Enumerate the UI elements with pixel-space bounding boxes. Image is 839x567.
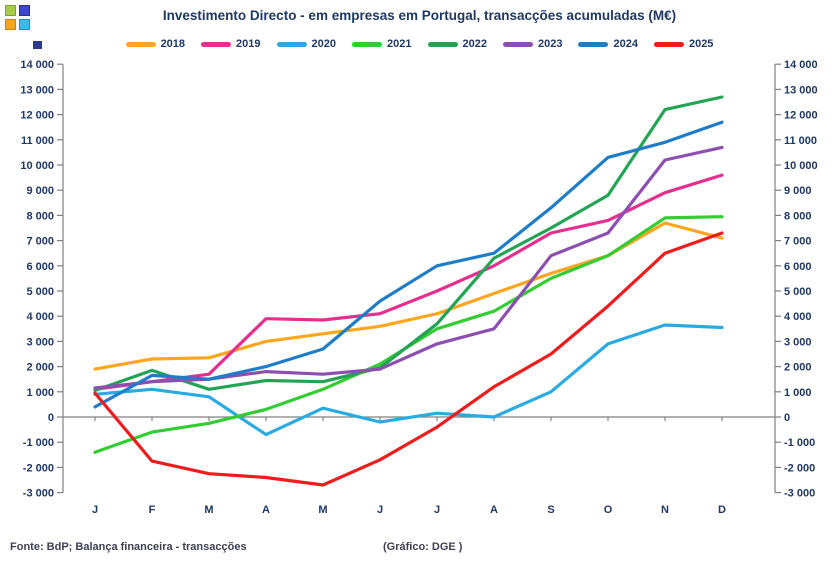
y-tick-label-right: -2 000 [784, 462, 815, 474]
y-tick-label-right: 9 000 [784, 185, 812, 197]
source-note: Fonte: BdP; Balança financeira - transac… [10, 541, 247, 553]
series-line-2022 [93, 95, 724, 393]
y-tick-label-right: 1 000 [784, 387, 812, 399]
y-tick-label-right: 11 000 [784, 135, 817, 147]
logo [5, 5, 31, 31]
y-tick-label-right: -3 000 [784, 488, 815, 500]
legend-swatch-2021 [352, 41, 383, 47]
legend-label-2023: 2023 [537, 38, 563, 50]
y-tick-label-right: 10 000 [784, 160, 818, 172]
credit-note: (Gráfico: DGE ) [383, 541, 463, 553]
legend-label-2018: 2018 [160, 38, 186, 50]
y-tick-label-right: 14 000 [784, 59, 818, 71]
y-tick-label-right: 4 000 [784, 311, 812, 323]
logo-square-top-right [19, 5, 30, 16]
legend-item-2025: 2025 [653, 38, 714, 50]
x-tick-label: J [434, 504, 440, 516]
legend-item-2024: 2024 [578, 38, 638, 50]
x-tick-label: M [318, 504, 327, 516]
y-tick-label-left: 2 000 [26, 362, 54, 374]
x-tick-label: N [661, 504, 669, 516]
y-tick-label-left: 6 000 [26, 261, 54, 273]
legend-item-2018: 2018 [125, 38, 186, 50]
legend-swatch-2024 [578, 41, 609, 47]
small-blue-square [33, 41, 42, 49]
y-tick-label-right: 13 000 [784, 84, 818, 96]
x-tick-label: D [718, 504, 726, 516]
legend-item-2022: 2022 [427, 38, 487, 50]
y-tick-label-left: 12 000 [20, 110, 54, 122]
legend-item-2021: 2021 [352, 38, 412, 50]
chart-title: Investimento Directo - em empresas em Po… [162, 8, 677, 23]
series-line-2020 [93, 323, 724, 437]
legend-swatch-2023 [502, 41, 533, 47]
series-line-2025 [93, 231, 724, 487]
y-tick-label-left: 14 000 [20, 59, 54, 71]
y-tick-label-right: 6 000 [784, 261, 812, 273]
legend-label-2020: 2020 [311, 38, 337, 50]
legend-label-2024: 2024 [613, 38, 638, 50]
y-tick-label-right: 3 000 [784, 336, 812, 348]
series-line-2023 [93, 145, 724, 390]
y-tick-label-right: -1 000 [784, 437, 815, 449]
x-tick-label: J [377, 504, 383, 516]
legend-label-2021: 2021 [387, 38, 412, 50]
x-tick-label: M [204, 504, 213, 516]
legend-label-2022: 2022 [462, 38, 487, 50]
legend-item-2019: 2019 [201, 38, 261, 50]
y-tick-label-left: -3 000 [23, 488, 54, 500]
x-tick-label: O [604, 504, 613, 516]
legend-label-2019: 2019 [236, 38, 261, 50]
y-tick-label-right: 12 000 [784, 110, 818, 122]
y-tick-label-right: 2 000 [784, 362, 812, 374]
legend-swatch-2020 [276, 41, 307, 47]
y-tick-label-right: 8 000 [784, 210, 812, 222]
y-tick-label-left: 8 000 [26, 210, 54, 222]
y-tick-label-left: 3 000 [26, 336, 54, 348]
logo-square-bottom-right [19, 19, 30, 30]
x-tick-label: S [547, 504, 554, 516]
legend-item-2020: 2020 [276, 38, 337, 50]
x-tick-label: A [262, 504, 270, 516]
series-line-2024 [93, 120, 724, 409]
y-tick-label-left: 13 000 [20, 84, 54, 96]
y-tick-label-right: 7 000 [784, 236, 812, 248]
y-tick-label-left: 0 [48, 412, 54, 424]
y-tick-label-left: 4 000 [26, 311, 54, 323]
legend-swatch-2018 [125, 41, 156, 47]
legend-swatch-2022 [427, 41, 458, 47]
x-tick-label: J [92, 504, 98, 516]
y-tick-label-right: 5 000 [784, 286, 812, 298]
y-tick-label-left: 1 000 [26, 387, 54, 399]
x-tick-label: F [149, 504, 156, 516]
y-tick-label-left: -2 000 [23, 462, 54, 474]
y-tick-label-left: 5 000 [26, 286, 54, 298]
y-tick-label-left: 9 000 [26, 185, 54, 197]
y-tick-label-right: 0 [784, 412, 790, 424]
series-line-2019 [93, 173, 724, 391]
logo-square-bottom-left [5, 19, 16, 30]
legend-item-2023: 2023 [502, 38, 563, 50]
logo-square-top-left [5, 5, 16, 16]
y-tick-label-left: 7 000 [26, 236, 54, 248]
legend-swatch-2019 [201, 41, 232, 47]
legend-swatch-2025 [653, 41, 684, 47]
y-tick-label-left: 10 000 [20, 160, 54, 172]
x-tick-label: A [490, 504, 498, 516]
y-tick-label-left: 11 000 [21, 135, 54, 147]
legend-label-2025: 2025 [688, 38, 714, 50]
chart-legend: 2018 2019 2020 2021 2022 2023 2024 2025 [0, 38, 839, 50]
y-tick-label-left: -1 000 [23, 437, 54, 449]
